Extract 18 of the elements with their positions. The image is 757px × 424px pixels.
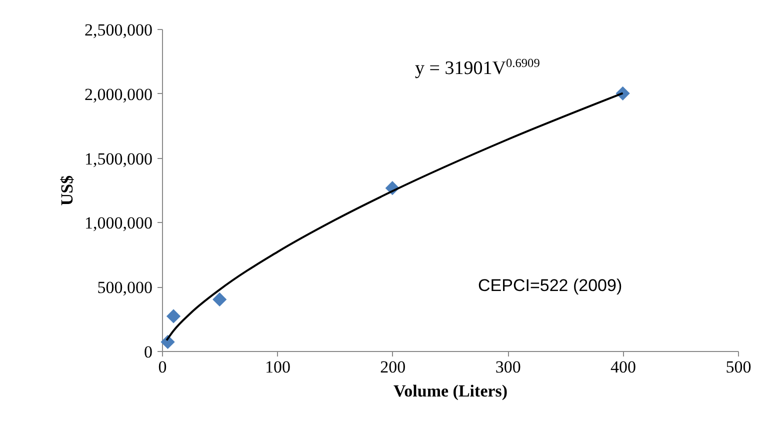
x-tick-label: 300	[495, 358, 521, 376]
y-tick-label: 1,500,000	[84, 149, 152, 168]
x-tick-label: 500	[726, 358, 752, 376]
y-tick-label: 0	[144, 342, 152, 362]
x-axis-title: Volume (Liters)	[393, 382, 508, 400]
y-tick-label: 2,500,000	[84, 20, 152, 40]
x-tick-label: 100	[264, 358, 290, 376]
point	[212, 292, 227, 307]
annotation: y = 31901V$^{0.6909}$	[415, 56, 540, 80]
y-tick-label: 2,000,000	[84, 84, 152, 104]
annotation: CEPCI=522 (2009)	[478, 276, 622, 296]
y-axis-title: US$	[58, 174, 76, 206]
x-tick-label: 400	[610, 358, 636, 376]
y-tick-label: 1,000,000	[84, 214, 152, 233]
point	[166, 309, 181, 324]
x-tick-label: 200	[380, 358, 406, 376]
y-tick-label: 500,000	[97, 278, 152, 298]
x-tick-label: 0	[158, 358, 167, 376]
